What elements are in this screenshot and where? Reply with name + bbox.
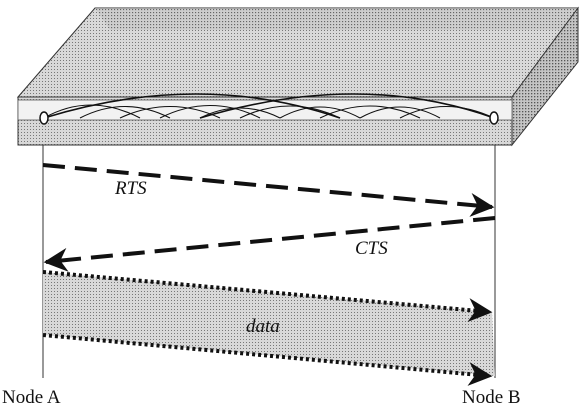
cts-arrow bbox=[46, 218, 495, 262]
node-label: Node A bbox=[2, 387, 61, 408]
cts-label: CTS bbox=[355, 238, 388, 259]
rts-arrow bbox=[43, 165, 492, 207]
node-label: Node B bbox=[462, 387, 521, 408]
diagram: RTS CTS data Node A Node B bbox=[0, 0, 582, 410]
slab bbox=[18, 8, 578, 145]
data-label: data bbox=[246, 316, 280, 337]
rts-label: RTS bbox=[114, 178, 147, 199]
